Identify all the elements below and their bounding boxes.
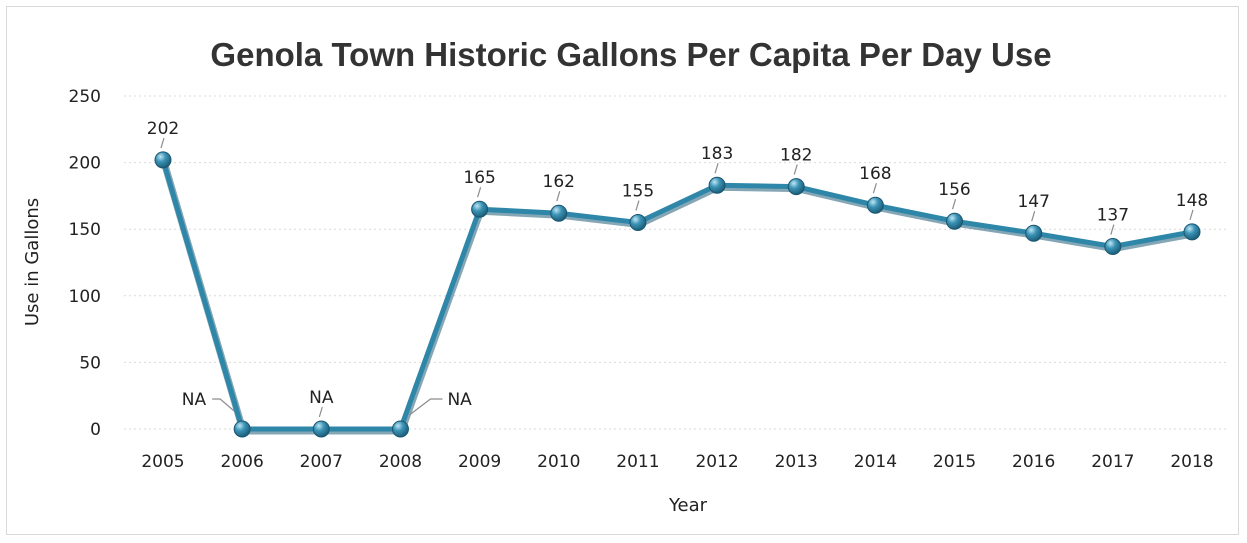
data-label-2015: 156 [938, 180, 970, 200]
y-tick-labels: 0 50 100 150 200 250 [69, 87, 101, 440]
label-leader [872, 183, 877, 194]
x-tick-label: 2008 [379, 452, 422, 472]
data-point-2006 [233, 420, 251, 438]
data-label-leaders [160, 137, 1194, 418]
x-tick-label: 2015 [933, 452, 976, 472]
label-leader [1189, 209, 1194, 221]
y-axis-label: Use in Gallons [22, 198, 43, 326]
series-line [160, 157, 1197, 435]
x-tick-label: 2017 [1091, 452, 1134, 472]
label-leader [714, 163, 719, 174]
x-tick-label: 2006 [221, 452, 264, 472]
x-tick-label: 2011 [616, 452, 659, 472]
x-tick-label: 2018 [1170, 452, 1213, 472]
y-tick-label: 150 [69, 220, 101, 240]
data-label-2011: 155 [622, 182, 654, 202]
x-tick-label: 2016 [1012, 452, 1055, 472]
data-point-2016 [1025, 224, 1043, 242]
chart-frame [6, 6, 1239, 535]
data-label-2016: 147 [1017, 192, 1049, 212]
data-point-2014 [866, 196, 884, 214]
y-tick-label: 100 [69, 287, 101, 307]
data-label-2018: 148 [1176, 191, 1208, 211]
data-point-2011 [629, 214, 647, 232]
label-leader [635, 200, 640, 211]
label-leader [409, 398, 443, 416]
label-leader [793, 164, 798, 175]
chart-title: Genola Town Historic Gallons Per Capita … [210, 36, 1051, 73]
x-tick-label: 2012 [695, 452, 738, 472]
x-tick-label: 2013 [775, 452, 818, 472]
series-line-path [160, 157, 1195, 432]
data-label-2006: NA [182, 390, 207, 410]
gridlines [124, 95, 1228, 430]
x-tick-label: 2009 [458, 452, 501, 472]
data-markers [154, 151, 1201, 438]
y-tick-label: 0 [90, 420, 101, 440]
data-labels: 202 NA NA NA 165 162 155 183 182 168 156 147 137 148 [147, 119, 1208, 410]
data-point-2007 [312, 420, 330, 438]
y-tick-label: 50 [79, 353, 101, 373]
data-point-2018 [1183, 223, 1201, 241]
label-leader [1110, 224, 1115, 235]
x-tick-labels: 2005 2006 2007 2008 2009 2010 2011 2012 2013 2014… [141, 452, 1213, 472]
label-leader [212, 398, 235, 412]
data-point-2017 [1104, 238, 1122, 256]
label-leader [477, 187, 482, 198]
label-leader [318, 406, 323, 418]
x-tick-label: 2007 [300, 452, 343, 472]
data-label-2009: 165 [463, 168, 495, 188]
x-axis-label: Year [668, 495, 708, 516]
label-leader [160, 137, 165, 149]
data-label-2013: 182 [780, 146, 812, 166]
data-label-2005: 202 [147, 119, 179, 139]
data-point-2010 [550, 204, 568, 222]
data-label-2008: NA [447, 390, 472, 410]
data-point-2012 [708, 176, 726, 194]
y-tick-label: 200 [69, 154, 101, 174]
x-tick-label: 2014 [854, 452, 897, 472]
data-label-2012: 183 [701, 144, 733, 164]
data-label-2017: 137 [1097, 206, 1129, 226]
data-point-2015 [946, 212, 964, 230]
data-label-2010: 162 [543, 172, 575, 192]
label-leader [1031, 211, 1036, 222]
x-tick-label: 2005 [141, 452, 184, 472]
data-point-2009 [471, 200, 489, 218]
data-point-2005 [154, 151, 172, 169]
data-point-2013 [787, 178, 805, 196]
label-leader [951, 199, 957, 210]
data-label-2007: NA [309, 388, 334, 408]
y-tick-label: 250 [69, 87, 101, 107]
data-label-2014: 168 [859, 164, 891, 184]
data-point-2008 [391, 420, 409, 438]
label-leader [556, 191, 561, 202]
x-tick-label: 2010 [537, 452, 580, 472]
